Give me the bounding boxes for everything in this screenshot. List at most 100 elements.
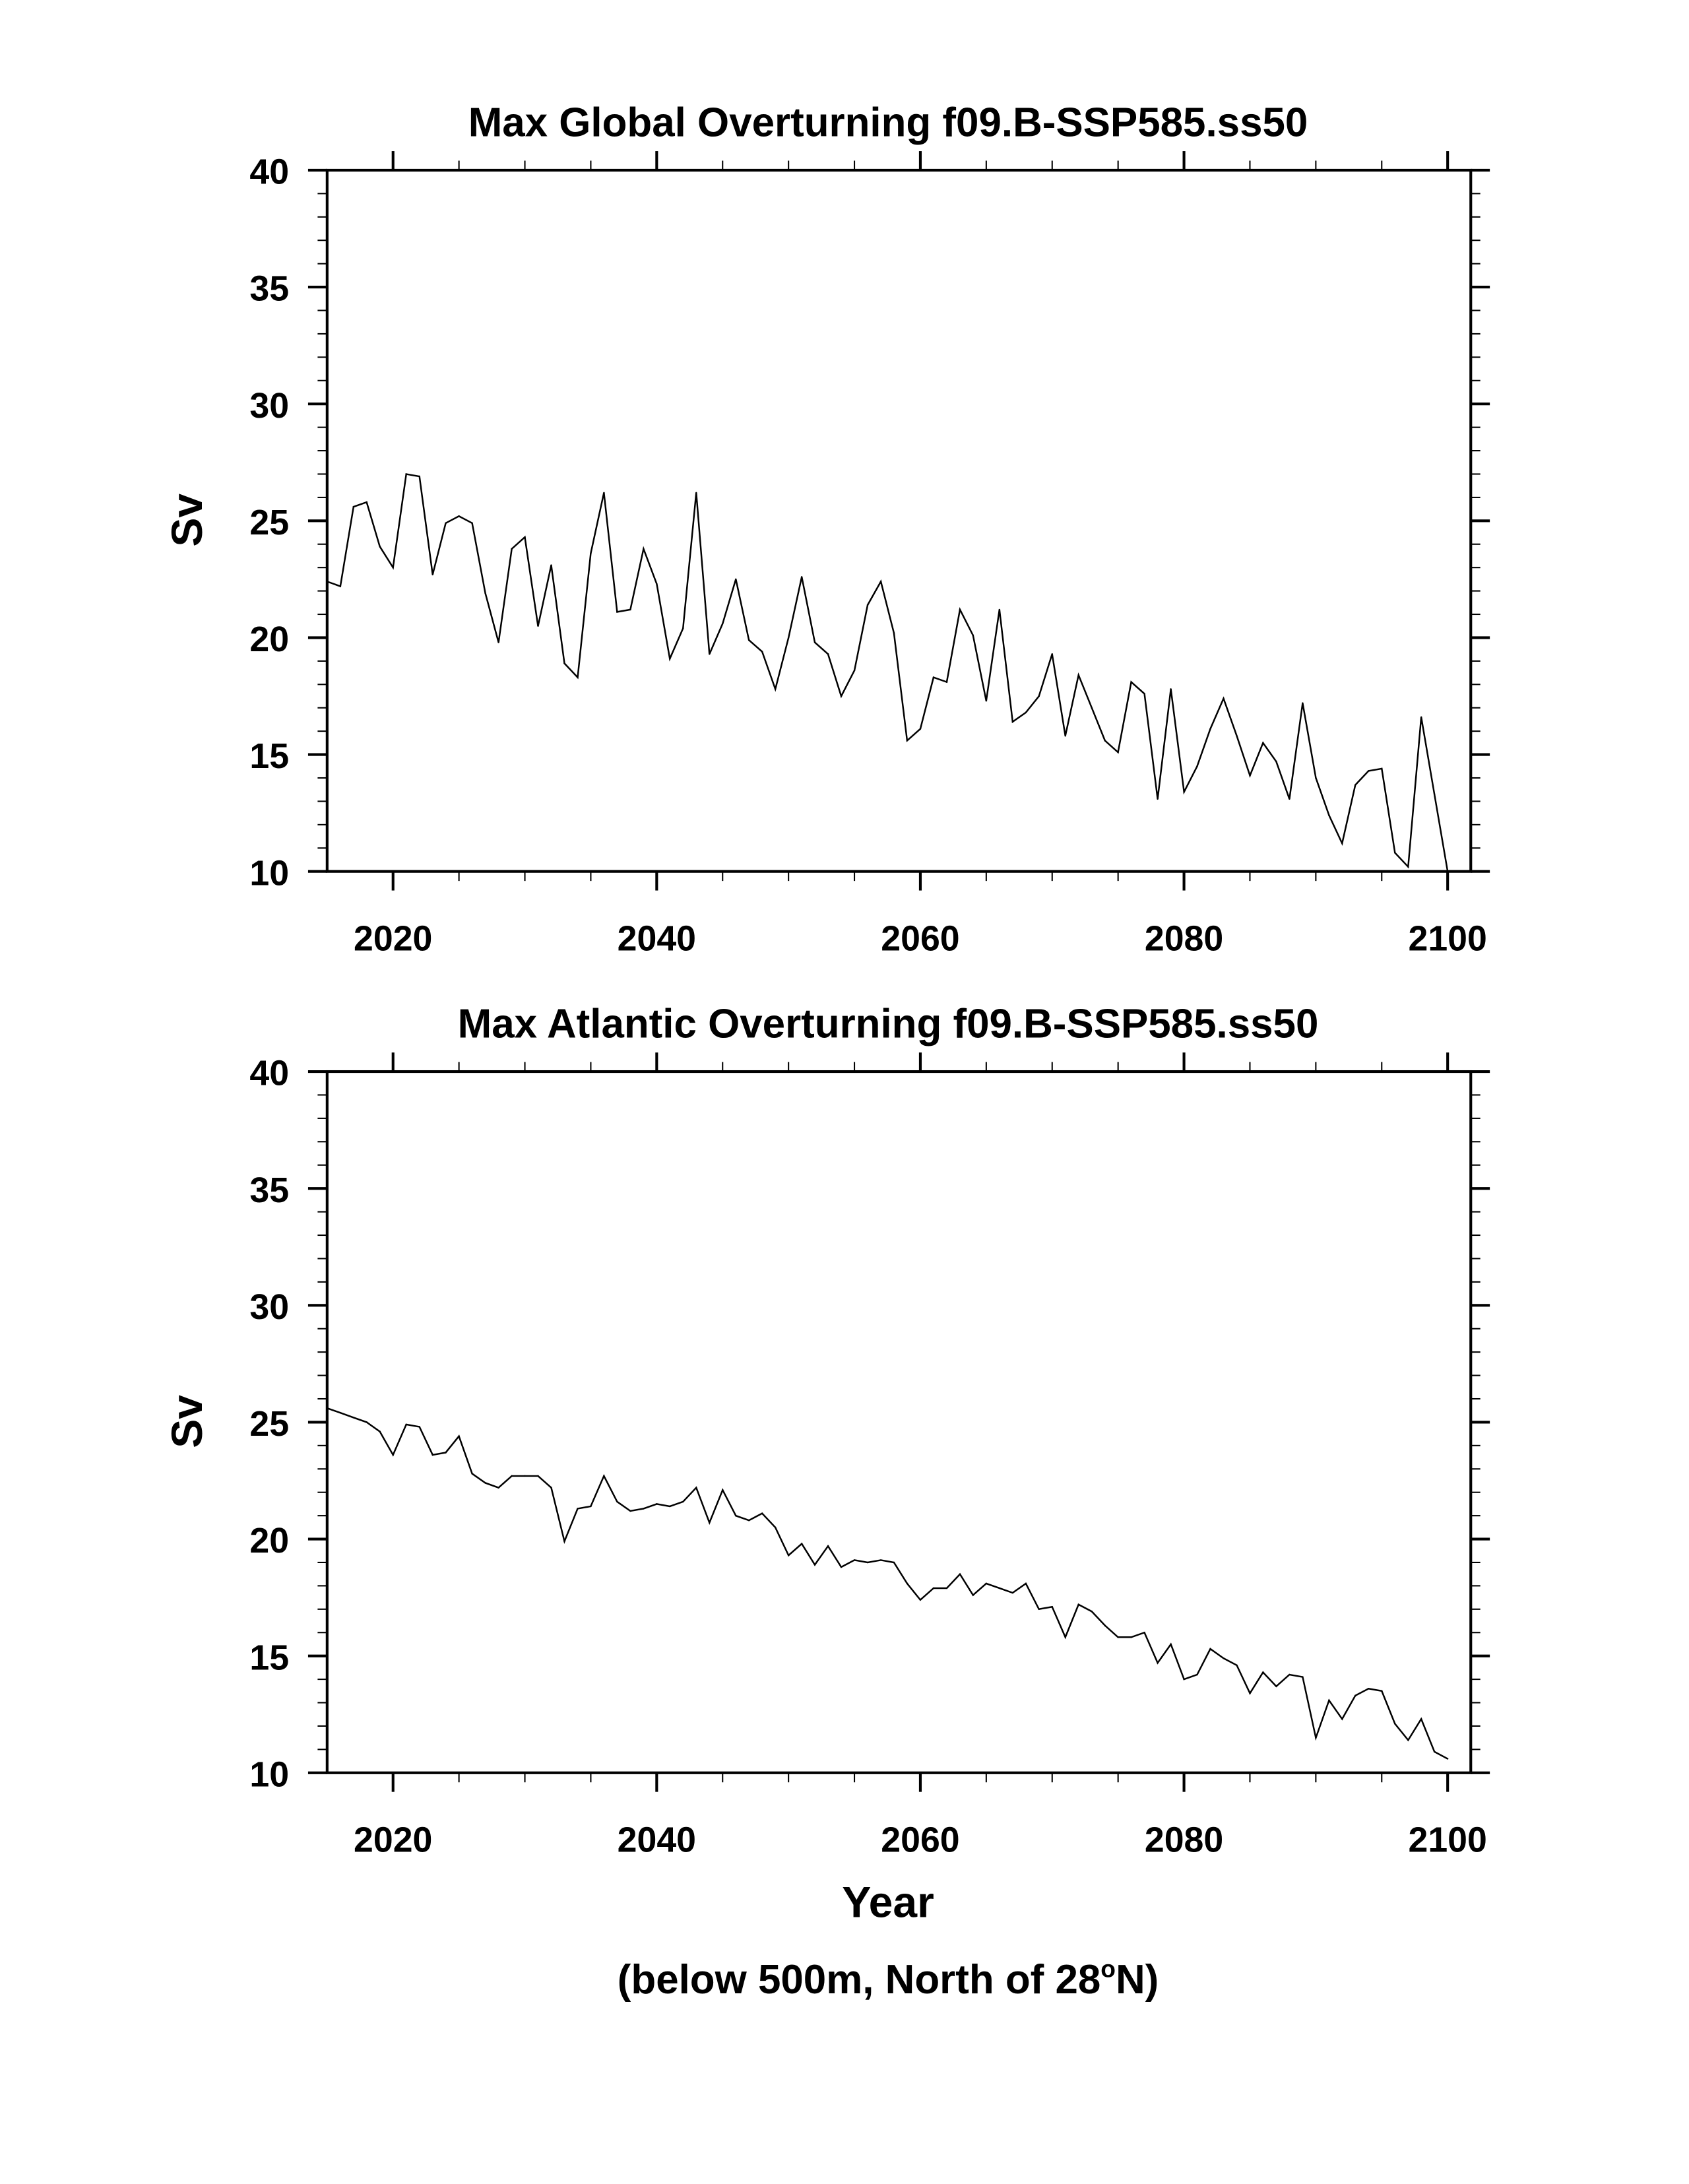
data-point (1354, 1694, 1356, 1697)
x-tick-label: 2100 (1408, 918, 1486, 958)
data-point (577, 676, 579, 678)
data-point (1117, 1636, 1119, 1638)
data-point (1011, 1591, 1014, 1594)
x-tick-label: 2080 (1145, 1820, 1223, 1859)
data-point (1038, 695, 1040, 697)
data-point (1236, 734, 1238, 737)
data-point (1433, 1750, 1436, 1753)
data-point (458, 1435, 460, 1437)
data-point (550, 1487, 552, 1489)
data-point (1064, 1636, 1066, 1638)
data-point (1223, 1657, 1225, 1659)
chart-title: Max Atlantic Overturning f09.B-SSP585.ss… (458, 1001, 1319, 1046)
data-point (1328, 1699, 1330, 1702)
data-point (1289, 1673, 1291, 1676)
data-point (682, 627, 684, 629)
atlantic-overturning-panel: Max Atlantic Overturning f09.B-SSP585.ss… (162, 1001, 1490, 2003)
x-tick-label: 2100 (1408, 1820, 1486, 1859)
data-point (748, 639, 750, 641)
data-point (695, 1487, 697, 1489)
data-point (813, 641, 816, 643)
data-point (761, 1512, 763, 1514)
data-point (524, 1475, 526, 1477)
data-point (972, 634, 974, 637)
data-point (484, 1482, 486, 1484)
data-point (392, 566, 394, 569)
data-point (734, 578, 737, 581)
data-point (366, 501, 368, 503)
x-tick-label: 2020 (354, 1820, 432, 1859)
data-point (1170, 688, 1172, 690)
data-point (669, 1505, 671, 1508)
data-point (1183, 1678, 1185, 1681)
data-point (709, 1522, 711, 1524)
y-tick-label: 10 (249, 853, 289, 893)
data-point (603, 492, 605, 494)
data-point (985, 699, 988, 702)
data-point (1011, 721, 1014, 723)
plot-frame (325, 168, 1473, 873)
data-point (1275, 1685, 1277, 1687)
data-point (379, 546, 381, 548)
data-point (511, 548, 513, 550)
data-point (1433, 793, 1436, 796)
data-point (800, 576, 803, 578)
data-point (879, 1559, 882, 1561)
y-tick-label: 35 (249, 269, 289, 309)
data-point (1025, 1582, 1027, 1585)
data-point (1196, 765, 1198, 767)
y-tick-label: 25 (249, 1404, 289, 1444)
data-point (1104, 740, 1106, 742)
data-point (366, 1421, 368, 1423)
data-point (1170, 1643, 1172, 1646)
data-point (1051, 1606, 1053, 1608)
data-point (431, 1454, 433, 1456)
data-point (972, 1594, 974, 1596)
data-point (1275, 760, 1277, 763)
data-point (616, 611, 618, 613)
data-point (1064, 734, 1066, 737)
data-point (1368, 1688, 1370, 1690)
data-point (418, 1426, 420, 1428)
plot-frame (325, 1070, 1473, 1774)
data-point (985, 1582, 988, 1585)
data-point (458, 515, 460, 517)
data-point (695, 492, 697, 494)
data-point (352, 1417, 355, 1419)
data-point (1446, 1758, 1449, 1760)
data-point (1328, 814, 1330, 816)
data-point (800, 1543, 803, 1545)
data-point (893, 632, 895, 634)
data-point (1236, 1664, 1238, 1667)
data-point (1407, 1739, 1409, 1741)
data-point (906, 1582, 908, 1585)
data-point (392, 1454, 394, 1456)
data-point (1143, 693, 1145, 695)
series-line-global (327, 473, 1449, 872)
chart-title: Max Global Overturning f09.B-SSP585.ss50 (468, 100, 1308, 145)
y-tick-label: 30 (249, 386, 289, 426)
data-point (879, 581, 882, 583)
data-point (959, 1573, 961, 1575)
data-point (853, 1559, 856, 1561)
y-tick-label: 35 (249, 1171, 289, 1210)
data-point (418, 475, 420, 478)
data-point (669, 658, 671, 660)
data-point (1038, 1608, 1040, 1611)
data-point (497, 1487, 499, 1489)
x-tick-label: 2040 (618, 1820, 696, 1859)
data-point (1315, 777, 1317, 779)
data-point (774, 1526, 777, 1529)
data-point (1381, 767, 1383, 770)
data-point (1104, 1624, 1106, 1626)
data-point (471, 1473, 473, 1475)
data-point (866, 1561, 869, 1564)
data-point (537, 625, 539, 627)
data-point (1025, 711, 1027, 714)
data-point (866, 604, 869, 606)
series-line-atlantic (327, 1407, 1448, 1760)
data-point (1394, 1723, 1396, 1725)
data-point (1381, 1690, 1383, 1692)
data-point (1302, 1676, 1304, 1678)
